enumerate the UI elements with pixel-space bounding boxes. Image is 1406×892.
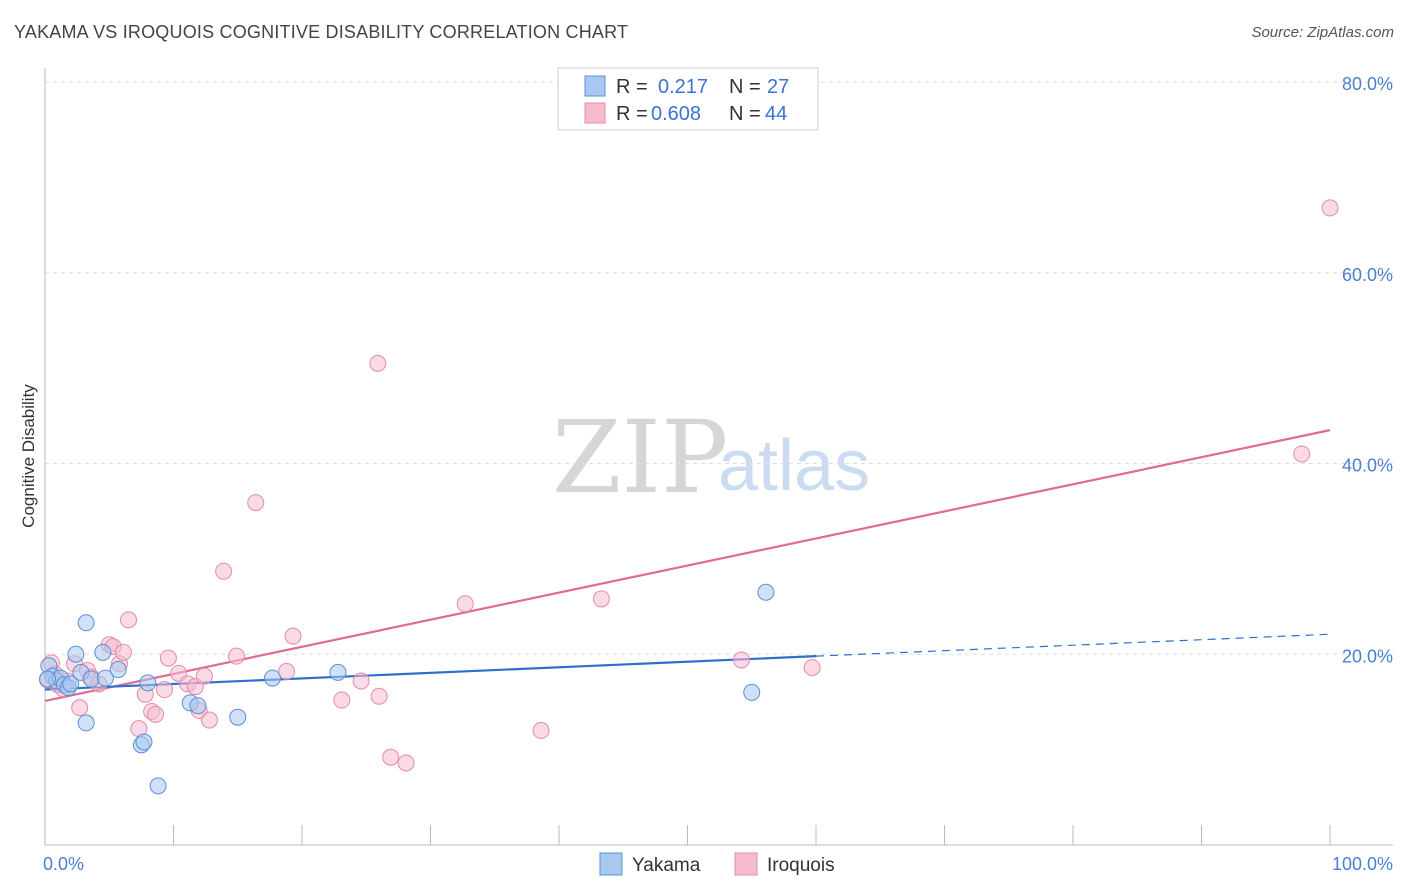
iroquois-point <box>803 659 821 677</box>
iroquois-point <box>156 681 174 699</box>
iroquois-point <box>215 562 233 580</box>
iroquois-point <box>278 662 296 680</box>
yakama-point <box>263 669 281 687</box>
legend-r-value-1: 0.217 <box>658 76 708 98</box>
y-tick-label: 60.0% <box>1342 265 1393 285</box>
iroquois-point <box>369 354 387 372</box>
bottom-legend-iroquois: Iroquois <box>767 855 835 876</box>
y-tick-label: 20.0% <box>1342 646 1393 666</box>
yakama-point <box>109 661 127 679</box>
iroquois-trend-line <box>44 429 1331 703</box>
x-tick-labels: 0.0% 100.0% <box>43 854 1393 874</box>
y-axis-label: Cognitive Disability <box>19 384 38 528</box>
iroquois-point <box>195 667 213 685</box>
iroquois-point <box>456 595 474 613</box>
watermark-atlas: atlas <box>718 426 870 506</box>
x-tick-label: 100.0% <box>1332 854 1393 874</box>
legend-n-label-1: N = <box>729 76 761 98</box>
grid <box>45 81 1393 655</box>
legend-n-label-2: N = <box>729 103 761 125</box>
legend-r-label-2: R = <box>616 103 648 125</box>
legend-n-value-1: 27 <box>767 76 789 98</box>
iroquois-point <box>592 590 610 608</box>
yakama-point <box>139 674 157 692</box>
yakama-point <box>743 683 761 701</box>
correlation-legend: R = 0.217 N = 27 R = 0.608 N = 44 <box>557 67 819 131</box>
legend-swatch-yakama <box>584 75 606 97</box>
y-tick-label: 80.0% <box>1342 74 1393 94</box>
iroquois-point <box>227 647 245 665</box>
legend-r-label-1: R = <box>616 76 648 98</box>
legend-r-value-2: 0.608 <box>651 103 701 125</box>
yakama-point <box>67 645 85 663</box>
iroquois-point <box>382 748 400 766</box>
legend-swatch-iroquois <box>584 102 606 124</box>
iroquois-point <box>71 699 89 717</box>
yakama-point <box>94 643 112 661</box>
iroquois-point <box>370 687 388 705</box>
yakama-point <box>96 669 114 687</box>
bottom-legend-swatch-yakama <box>599 852 623 876</box>
yakama-point <box>39 670 57 688</box>
iroquois-point <box>1321 199 1339 217</box>
bottom-legend-yakama: Yakama <box>632 855 701 876</box>
iroquois-point <box>1293 445 1311 463</box>
yakama-trend-line <box>44 655 817 691</box>
yakama-point <box>757 583 775 601</box>
axes <box>44 68 1393 846</box>
bottom-legend-swatch-iroquois <box>734 852 758 876</box>
iroquois-point <box>200 711 218 729</box>
series-legend: Yakama Iroquois <box>599 852 835 876</box>
data-points <box>39 199 1339 795</box>
yakama-point <box>149 777 167 795</box>
iroquois-point <box>159 649 177 667</box>
iroquois-point <box>114 643 132 661</box>
yakama-trend-extension <box>815 633 1331 657</box>
iroquois-point <box>247 494 265 512</box>
iroquois-point <box>732 651 750 669</box>
x-tick-label: 0.0% <box>43 854 84 874</box>
y-tick-labels: 20.0% 40.0% 60.0% 80.0% <box>1342 74 1393 666</box>
yakama-point <box>62 675 80 693</box>
yakama-point <box>229 708 247 726</box>
iroquois-point <box>397 754 415 772</box>
trend-lines <box>44 429 1331 703</box>
chart-title: YAKAMA VS IROQUOIS COGNITIVE DISABILITY … <box>14 22 629 42</box>
iroquois-point <box>120 611 138 629</box>
yakama-point <box>77 614 95 632</box>
iroquois-point <box>284 627 302 645</box>
y-tick-label: 40.0% <box>1342 456 1393 476</box>
iroquois-point <box>352 672 370 690</box>
yakama-point <box>135 733 153 751</box>
iroquois-point <box>333 691 351 709</box>
yakama-point <box>82 670 100 688</box>
iroquois-point <box>532 722 550 740</box>
yakama-point <box>77 714 95 732</box>
legend-n-value-2: 44 <box>765 103 787 125</box>
watermark-zip: ZIP <box>552 399 728 516</box>
source-label: Source: ZipAtlas.com <box>1251 24 1394 41</box>
yakama-point <box>189 697 207 715</box>
iroquois-point <box>147 705 165 723</box>
yakama-point <box>329 663 347 681</box>
